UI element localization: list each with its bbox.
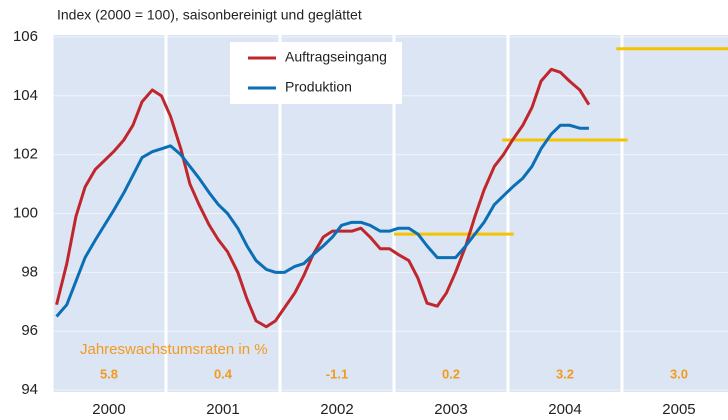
y-tick-label: 98: [21, 263, 38, 280]
series-line: [55, 67, 591, 329]
y-tick-label: 96: [21, 322, 38, 339]
growth-title: Jahreswachstumsraten in %: [80, 341, 268, 358]
legend-label: Produktion: [285, 79, 352, 95]
growth-label: 3.0: [670, 366, 688, 381]
chart-title: Index (2000 = 100), saisonbereinigt und …: [57, 7, 362, 23]
x-tick-label: 2004: [548, 401, 581, 418]
growth-label: 0.2: [442, 366, 460, 381]
legend-box: [230, 42, 402, 104]
x-tick-label: 2003: [434, 401, 467, 418]
legend-label: Auftragseingang: [285, 49, 387, 65]
x-tick-label: 2000: [92, 401, 125, 418]
growth-label: 0.4: [214, 366, 233, 381]
y-tick-label: 106: [13, 28, 38, 45]
growth-label: -1.1: [326, 366, 348, 381]
y-tick-label: 94: [21, 381, 38, 398]
growth-label: 3.2: [556, 366, 574, 381]
growth-label: 5.8: [100, 366, 118, 381]
y-tick-label: 102: [13, 146, 38, 163]
series-line: [55, 123, 589, 318]
x-tick-label: 2001: [206, 401, 239, 418]
y-tick-label: 100: [13, 204, 38, 221]
y-tick-label: 104: [13, 87, 38, 104]
x-tick-label: 2002: [320, 401, 353, 418]
x-tick-label: 2005: [662, 401, 695, 418]
